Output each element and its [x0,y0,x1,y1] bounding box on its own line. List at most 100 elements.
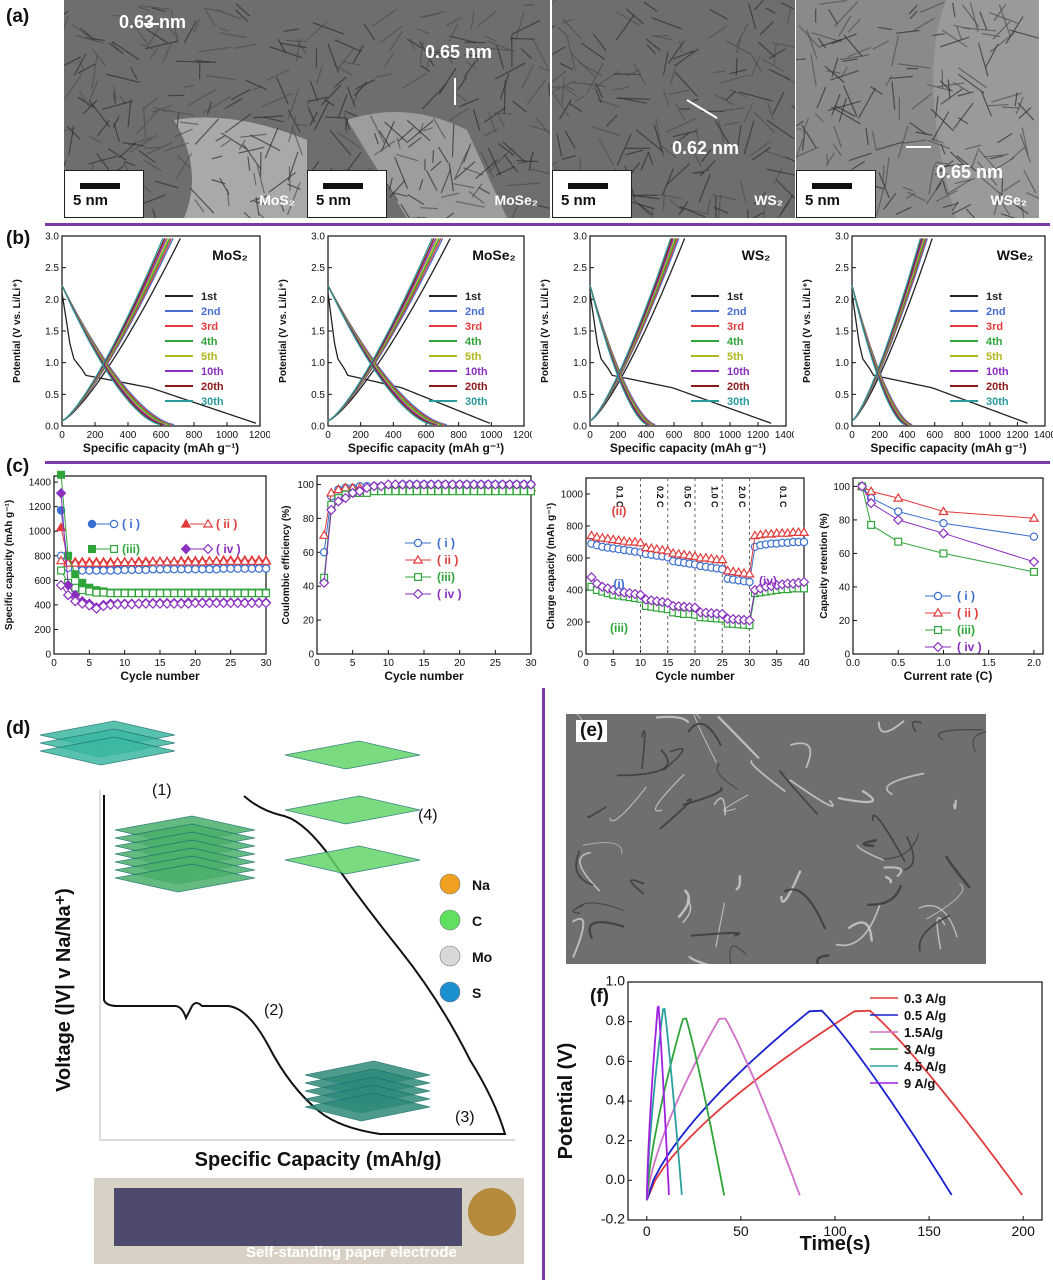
lattice-fringe [752,211,764,218]
y-tick-label: 0 [844,650,850,661]
stage-label: (2) [264,1002,284,1019]
graphene-wrinkle [715,902,726,948]
lattice-fringe [479,150,495,178]
lattice-fringe [400,203,410,218]
lattice-fringe [268,172,296,193]
lattice-fringe [832,144,842,156]
y-tick-label: 800 [566,522,583,533]
x-tick-label: 25 [717,658,729,669]
charge-curve [589,238,686,422]
data-point [191,589,200,598]
lattice-fringe [123,160,136,167]
x-tick-label: 800 [954,430,971,441]
lattice-fringe [940,36,970,48]
x-tick-label: 0 [643,1223,651,1239]
lattice-fringe [933,163,951,179]
lattice-fringe [895,206,912,215]
data-point [412,588,424,600]
lattice-fringe [754,0,764,11]
lattice-fringe [883,192,897,211]
lattice-fringe [674,71,698,97]
lattice-fringe [872,40,889,50]
lattice-fringe [379,130,391,148]
lattice-fringe [796,120,804,127]
lattice-fringe [376,73,394,78]
lattice-fringe [189,187,215,214]
data-point [177,589,186,598]
lattice-fringe [423,127,433,132]
lattice-fringe [828,9,838,25]
data-point [504,479,515,490]
x-tick-label: 10 [119,658,131,669]
graphene-wrinkle [953,799,957,810]
data-point [939,519,948,528]
data-point [932,641,944,653]
legend-label: (iii) [122,542,140,556]
data-point [55,487,67,499]
lattice-fringe [616,133,632,166]
lattice-fringe [441,192,460,198]
data-point [239,597,251,609]
lattice-fringe [475,159,498,180]
y-tick-label: 0.4 [606,1092,626,1108]
graphene-wrinkle [972,731,986,753]
data-point [170,589,179,598]
lattice-fringe [952,2,956,17]
data-point [141,565,151,575]
data-point [333,496,344,507]
lattice-fringe [224,113,252,134]
x-axis-label: Time(s) [800,1233,871,1255]
lattice-fringe [816,86,827,109]
layer-sheet [39,736,176,766]
y-tick-label: 400 [34,600,51,611]
tem-image-3: 0.62 nm WS₂ 5 nm [552,0,795,218]
lattice-fringe [529,168,550,175]
graphene-wrinkle [579,851,601,892]
data-point [198,589,207,598]
lattice-fringe [380,120,395,152]
lattice-fringe [88,80,99,102]
lattice-fringe [497,113,505,127]
lattice-fringe [640,152,649,171]
lattice-fringe [919,1,945,13]
tem-image-row: 0.63 nm MoS₂ 5 nm 0.65 nm MoSe₂ 5 nm 0.62 nm WS… [64,0,1053,218]
rate-label: 0.2 C [655,486,665,508]
graphene-wrinkle [856,844,885,861]
data-point [169,565,179,574]
graphene-wrinkle [944,855,971,889]
data-point [894,507,903,516]
lattice-fringe [238,139,246,150]
x-tick-label: 25 [225,658,237,669]
chart-f-gcd: 0 50 100 150 200 -0.2 0.0 0.2 0.4 0.6 0.8 1.0 Time(s… [555,973,1043,1255]
lattice-fringe [561,76,565,105]
lattice-fringe [389,179,406,198]
y-tick-label: 0.0 [45,422,59,433]
lattice-fringe [998,197,1011,216]
legend-label: 30th [727,396,750,408]
y-tick-label: 3.0 [573,232,587,243]
lattice-fringe [406,38,423,49]
lattice-fringe [68,126,75,156]
lattice-fringe [231,88,251,101]
lattice-fringe [1001,194,1029,215]
data-point [932,607,944,617]
y-tick-label: 2.5 [45,263,59,274]
lattice-fringe [494,112,512,115]
lattice-fringe [448,162,454,192]
data-point [202,543,214,555]
data-point [205,565,214,574]
lattice-fringe [668,198,685,212]
lattice-fringe [183,84,195,88]
lattice-fringe [64,56,82,67]
x-tick-label: 400 [120,430,137,441]
x-axis-label: Specific capacity (mAh g⁻¹) [610,441,766,455]
data-point [202,518,214,528]
y-tick-label: 800 [34,551,51,562]
data-point [404,479,415,490]
data-point [184,589,193,598]
x-axis-label: Cycle number [655,669,735,683]
atom-legend-ball [439,981,461,1003]
lattice-fringe [295,38,302,62]
data-point [180,543,192,555]
lattice-fringe [92,48,106,67]
